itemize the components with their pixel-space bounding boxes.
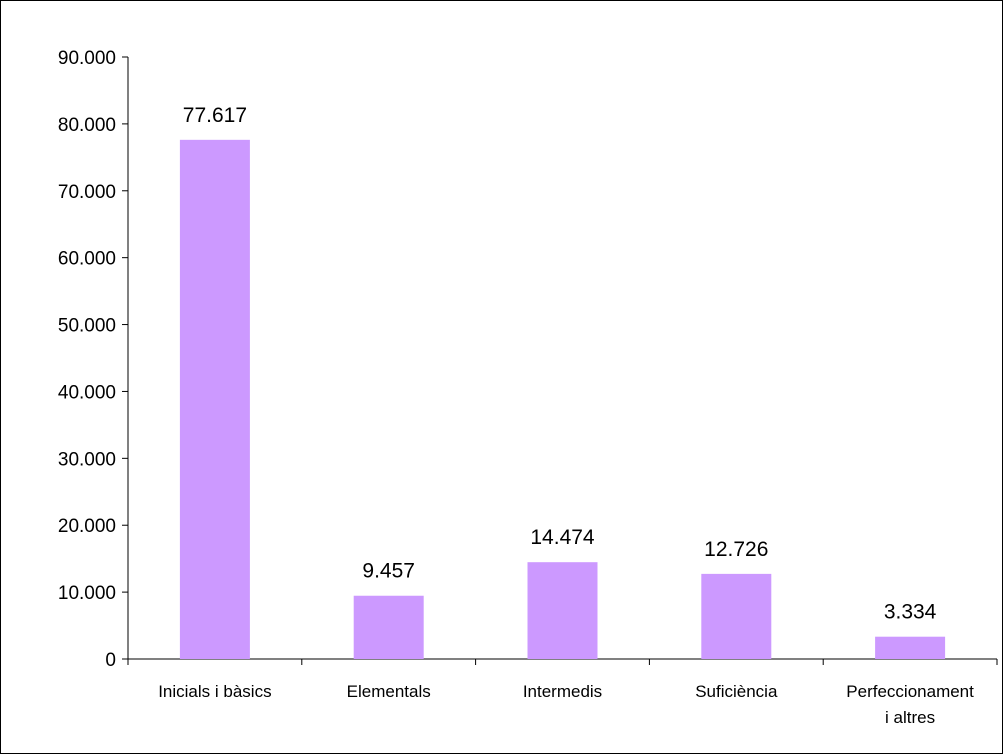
x-tick-label: Inicials i bàsics bbox=[158, 682, 271, 701]
y-tick-label: 50.000 bbox=[58, 316, 116, 337]
data-label: 9.457 bbox=[362, 560, 415, 583]
data-label: 3.334 bbox=[884, 601, 937, 624]
data-label: 12.726 bbox=[704, 538, 768, 561]
data-label: 14.474 bbox=[530, 526, 595, 549]
y-tick-label: 60.000 bbox=[58, 249, 116, 270]
y-tick-label: 20.000 bbox=[58, 516, 116, 537]
x-tick-label: i altres bbox=[885, 708, 935, 727]
x-tick-label: Intermedis bbox=[523, 682, 602, 701]
y-tick-label: 90.000 bbox=[58, 48, 116, 69]
x-tick-label: Perfeccionament bbox=[846, 682, 974, 701]
bar bbox=[875, 636, 946, 659]
y-tick-label: 10.000 bbox=[58, 583, 116, 604]
labels: 0 10.000 20.000 30.000 40.000 50.000 60.000 70.… bbox=[58, 48, 974, 727]
bar bbox=[527, 562, 598, 659]
bar bbox=[179, 139, 250, 660]
y-tick-label: 80.000 bbox=[58, 115, 116, 136]
bar bbox=[701, 573, 772, 659]
bar bbox=[353, 595, 424, 659]
data-label: 77.617 bbox=[183, 104, 247, 127]
x-tick-label: Suficiència bbox=[695, 682, 778, 701]
y-tick-label: 40.000 bbox=[58, 382, 116, 403]
y-tick-label: 70.000 bbox=[58, 182, 116, 203]
bars bbox=[179, 139, 946, 660]
y-tick-label: 0 bbox=[105, 650, 116, 671]
y-tick-label: 30.000 bbox=[58, 449, 116, 470]
x-tick-label: Elementals bbox=[347, 682, 431, 701]
